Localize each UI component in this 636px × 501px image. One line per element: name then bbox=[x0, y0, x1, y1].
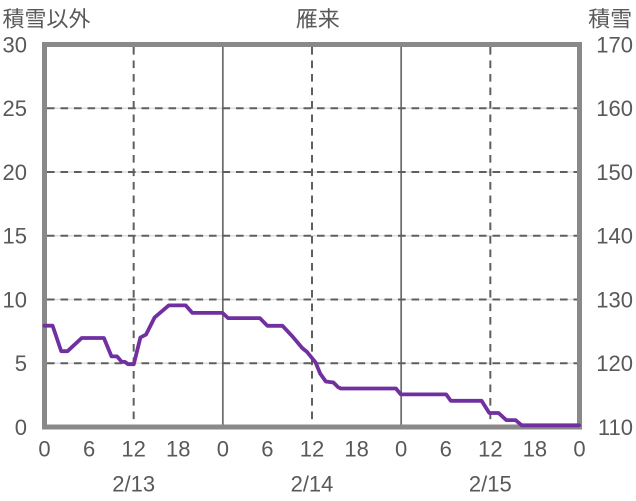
svg-text:0: 0 bbox=[38, 436, 50, 461]
svg-text:2/14: 2/14 bbox=[291, 472, 334, 497]
svg-text:5: 5 bbox=[15, 351, 27, 376]
svg-text:12: 12 bbox=[478, 436, 502, 461]
svg-text:10: 10 bbox=[3, 287, 27, 312]
svg-text:2/13: 2/13 bbox=[112, 472, 155, 497]
svg-text:18: 18 bbox=[523, 436, 547, 461]
svg-text:6: 6 bbox=[83, 436, 95, 461]
svg-text:20: 20 bbox=[3, 160, 27, 185]
svg-text:12: 12 bbox=[300, 436, 324, 461]
svg-text:150: 150 bbox=[596, 160, 633, 185]
svg-text:18: 18 bbox=[344, 436, 368, 461]
svg-text:0: 0 bbox=[395, 436, 407, 461]
svg-text:15: 15 bbox=[3, 224, 27, 249]
svg-text:120: 120 bbox=[596, 351, 633, 376]
svg-text:0: 0 bbox=[15, 415, 27, 440]
svg-text:6: 6 bbox=[440, 436, 452, 461]
svg-text:2/15: 2/15 bbox=[469, 472, 512, 497]
svg-text:12: 12 bbox=[121, 436, 145, 461]
svg-text:6: 6 bbox=[261, 436, 273, 461]
svg-text:25: 25 bbox=[3, 96, 27, 121]
svg-text:110: 110 bbox=[598, 415, 633, 440]
svg-text:170: 170 bbox=[596, 32, 633, 57]
svg-text:160: 160 bbox=[596, 96, 633, 121]
svg-text:18: 18 bbox=[166, 436, 190, 461]
svg-text:0: 0 bbox=[573, 436, 585, 461]
svg-text:140: 140 bbox=[596, 224, 633, 249]
svg-text:0: 0 bbox=[217, 436, 229, 461]
svg-text:130: 130 bbox=[596, 287, 633, 312]
svg-text:30: 30 bbox=[3, 32, 27, 57]
